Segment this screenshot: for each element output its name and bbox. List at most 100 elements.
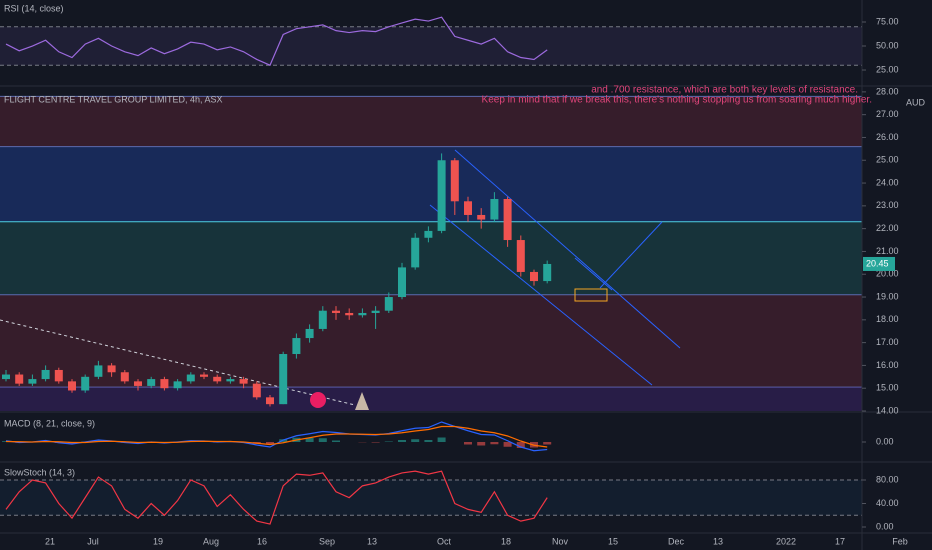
annotation: and .700 resistance, which are both key …: [591, 85, 858, 96]
x-tick-label: Nov: [552, 536, 569, 546]
y-tick-label: 17.00: [876, 337, 899, 347]
candle-body: [41, 369, 50, 380]
y-tick-label: 23.00: [876, 200, 899, 210]
x-tick-label: 15: [608, 536, 618, 546]
x-tick-label: Feb: [892, 536, 908, 546]
x-tick-label: Jul: [87, 536, 99, 546]
zone: [0, 387, 862, 411]
candle-body: [134, 381, 142, 386]
y-tick-label: 26.00: [876, 132, 899, 142]
y-tick-label: 0.00: [876, 521, 894, 531]
rocket-icon: [310, 392, 326, 408]
y-tick-label: 28.00: [876, 86, 899, 96]
annotation: Keep in mind that if we break this, ther…: [482, 95, 872, 106]
histogram-bar: [266, 442, 274, 445]
x-tick-label: Dec: [668, 536, 685, 546]
panel-title: SlowStoch (14, 3): [4, 467, 75, 477]
candle-body: [147, 379, 156, 386]
candle-body: [54, 369, 63, 382]
price-tag: [863, 256, 895, 271]
candle-body: [437, 160, 446, 231]
band-fill: [0, 479, 862, 516]
panel-title: MACD (8, 21, close, 9): [4, 418, 95, 428]
panel-title: RSI (14, close): [4, 3, 64, 13]
zone: [0, 96, 862, 147]
zones: [0, 26, 862, 516]
candle-body: [530, 271, 538, 282]
y-tick-label: 21.00: [876, 246, 899, 256]
candle-body: [15, 374, 24, 384]
histogram-bar: [411, 439, 420, 442]
candle-body: [2, 374, 10, 380]
trendline: [0, 319, 356, 406]
x-tick-label: 2022: [776, 536, 796, 546]
candle-body: [120, 372, 129, 382]
y-tick-label: 80.00: [876, 474, 899, 484]
projection: [599, 221, 663, 289]
candle-body: [160, 379, 169, 389]
candle-body: [279, 354, 288, 405]
candle-body: [490, 199, 499, 220]
drawings: [0, 149, 681, 410]
candle-body: [107, 365, 116, 373]
histogram-bar: [398, 440, 406, 442]
y-tick-label: 27.00: [876, 109, 899, 119]
y-tick-label: 75.00: [876, 16, 899, 26]
candle-body: [477, 214, 486, 220]
x-tick-label: Aug: [203, 536, 219, 546]
x-tick-label: 16: [257, 536, 267, 546]
x-tick-label: 19: [153, 536, 163, 546]
y-tick-label: 25.00: [876, 64, 899, 74]
candle-body: [398, 267, 406, 298]
channel-line: [454, 149, 681, 349]
candle-body: [384, 297, 393, 311]
x-tick-label: Sep: [319, 536, 335, 546]
histogram-bar: [424, 440, 433, 442]
channel-line: [429, 204, 653, 386]
y-tick-label: 20.00: [876, 269, 899, 279]
histogram-bar: [477, 442, 486, 446]
y-tick-label: 40.00: [876, 498, 899, 508]
histogram-bar: [490, 442, 499, 445]
y-tick-label: 0.00: [876, 436, 894, 446]
bell-icon: [355, 392, 369, 410]
y-tick-label: 14.00: [876, 405, 899, 415]
indicator-line: [5, 16, 548, 67]
candle-body: [332, 310, 340, 313]
chart-title: FLIGHT CENTRE TRAVEL GROUP LIMITED, 4h, …: [4, 94, 223, 104]
y-tick-label: 15.00: [876, 383, 899, 393]
histogram-bar: [543, 442, 552, 445]
candle-body: [371, 310, 380, 313]
x-tick-label: Oct: [437, 536, 452, 546]
band-fill: [0, 26, 862, 66]
candle-body: [252, 383, 261, 398]
candle-body: [266, 397, 274, 405]
y-tick-label: 25.00: [876, 155, 899, 165]
candle-body: [292, 338, 301, 355]
histogram-bar: [305, 438, 314, 442]
zone: [0, 294, 862, 388]
y-tick-label: 22.00: [876, 223, 899, 233]
signal-line: [5, 425, 548, 448]
histogram-bar: [464, 442, 472, 445]
candle-body: [450, 160, 459, 202]
x-tick-label: 13: [713, 536, 723, 546]
candle-body: [81, 376, 90, 391]
candle-body: [200, 374, 208, 377]
histogram-bar: [371, 442, 380, 443]
zone: [0, 146, 862, 222]
y-tick-label: 16.00: [876, 360, 899, 370]
histogram-bar: [318, 438, 327, 442]
y-tick-label: 19.00: [876, 291, 899, 301]
price-tag-label: 20.45: [866, 258, 889, 268]
projection: [574, 257, 613, 291]
histogram-bar: [437, 437, 446, 442]
y-tick-label: 18.00: [876, 314, 899, 324]
candle-body: [305, 328, 314, 339]
candle-body: [318, 310, 327, 329]
candle-body: [516, 240, 525, 272]
candle-body: [358, 312, 367, 316]
x-tick-label: 18: [501, 536, 511, 546]
candle-body: [503, 199, 512, 241]
